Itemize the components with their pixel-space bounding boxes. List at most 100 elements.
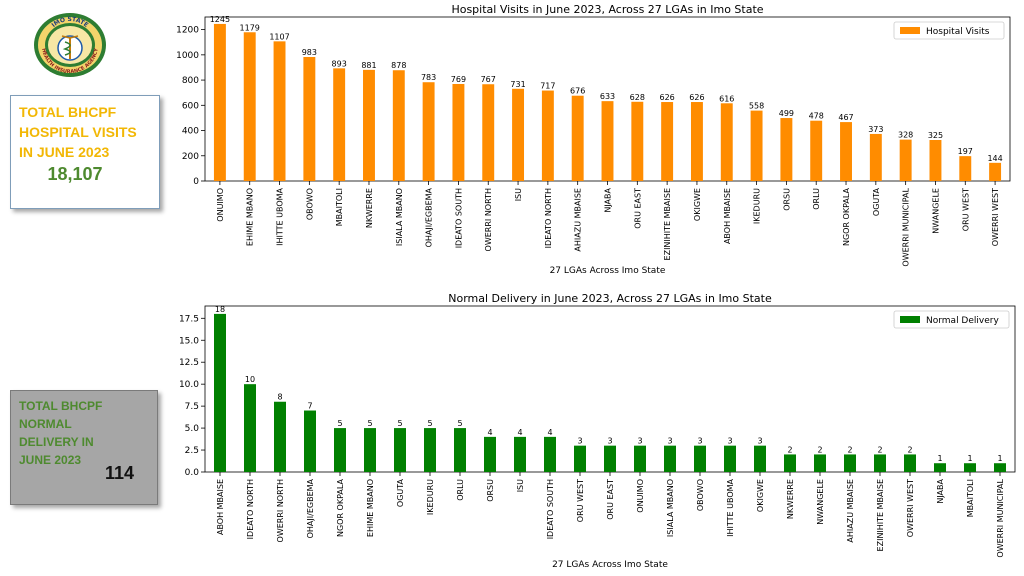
delivery-xtick-label: IDEATO SOUTH — [546, 479, 555, 539]
visits-xtick-label: OGUTA — [872, 187, 881, 216]
delivery-data-label: 5 — [397, 419, 402, 428]
visits-chart-title: Hospital Visits in June 2023, Across 27 … — [451, 3, 763, 16]
visits-data-label: 626 — [659, 93, 674, 102]
delivery-xtick-label: ORLU — [456, 479, 465, 501]
visits-xtick-label: OWERRI NORTH — [484, 188, 493, 251]
visits-data-label: 893 — [332, 59, 347, 68]
visits-bar — [661, 102, 674, 181]
delivery-xtick-label: ABOH MBAISE — [216, 479, 225, 535]
delivery-bar — [814, 454, 826, 472]
delivery-xtick-label: ISIALA MBANO — [666, 479, 675, 537]
visits-xtick-label: NJABA — [604, 187, 613, 212]
delivery-bar — [454, 428, 466, 472]
delivery-xtick-label: OHAJI/EGBEMA — [306, 478, 315, 538]
delivery-legend-label: Normal Delivery — [926, 316, 999, 326]
delivery-data-label: 4 — [547, 428, 552, 437]
visits-bar — [810, 120, 823, 181]
delivery-data-label: 1 — [967, 454, 972, 463]
visits-data-label: 1245 — [210, 15, 230, 24]
visits-bar — [571, 95, 584, 181]
total-hospital-visits-card: TOTAL BHCPF HOSPITAL VISITS IN JUNE 2023… — [10, 95, 160, 209]
delivery-data-label: 2 — [877, 445, 882, 454]
delivery-legend-swatch — [900, 316, 920, 323]
visits-bar — [363, 69, 375, 181]
visits-bar — [720, 103, 733, 181]
delivery-bar — [334, 428, 346, 472]
visits-xtick-label: AHIAZU MBAISE — [574, 188, 583, 252]
visits-data-label: 558 — [749, 102, 764, 111]
delivery-data-label: 10 — [245, 375, 255, 384]
delivery-xtick-label: NJABA — [936, 478, 945, 503]
visits-xtick-label: OWERRI WEST — [991, 188, 1000, 246]
visits-xtick-label: ONUIMO — [216, 188, 225, 222]
delivery-xtick-label: NKWERRE — [786, 479, 795, 519]
visits-bar — [959, 156, 972, 181]
delivery-data-label: 3 — [697, 437, 702, 446]
visits-data-label: 767 — [481, 75, 496, 84]
visits-legend-label: Hospital Visits — [926, 27, 990, 37]
visits-bar — [482, 84, 495, 181]
visits-data-label: 499 — [779, 109, 794, 118]
visits-xtick-label: OHAJI/EGBEMA — [425, 187, 434, 247]
visits-xtick-label: IKEDURU — [753, 188, 762, 224]
delivery-data-label: 3 — [607, 437, 612, 446]
delivery-xtick-label: MBAITOLI — [966, 479, 975, 517]
delivery-data-label: 8 — [277, 393, 282, 402]
total-hospital-visits-value: 18,107 — [47, 164, 103, 184]
delivery-bar — [604, 445, 616, 472]
delivery-bar — [634, 445, 646, 472]
visits-xtick-label: NKWERRE — [365, 188, 374, 228]
delivery-ytick-label: 7.5 — [185, 402, 199, 412]
visits-bar — [303, 56, 316, 181]
delivery-data-label: 4 — [517, 428, 522, 437]
delivery-data-label: 7 — [307, 402, 312, 411]
delivery-data-label: 3 — [577, 437, 582, 446]
delivery-legend — [893, 310, 1010, 329]
delivery-xtick-label: AHIAZU MBAISE — [846, 479, 855, 543]
visits-bar — [392, 70, 405, 181]
visits-data-label: 626 — [689, 93, 704, 102]
delivery-bar — [754, 445, 766, 472]
delivery-bar — [664, 445, 676, 472]
delivery-ytick-label: 10.0 — [179, 380, 199, 390]
visits-data-label: 328 — [898, 131, 913, 140]
delivery-ytick-label: 17.5 — [179, 314, 199, 324]
visits-bar — [512, 88, 525, 181]
visits-xtick-label: OBOWO — [305, 188, 314, 220]
delivery-bar — [424, 428, 436, 472]
delivery-bar — [514, 436, 526, 472]
delivery-bar — [694, 445, 706, 472]
delivery-xtick-label: EHIME MBANO — [366, 479, 375, 537]
visits-bar — [422, 82, 435, 181]
visits-data-label: 881 — [361, 61, 376, 70]
visits-xtick-label: ORU EAST — [633, 188, 642, 229]
total-normal-delivery-card: TOTAL BHCPF NORMAL DELIVERY IN JUNE 2023… — [10, 390, 158, 505]
delivery-data-label: 3 — [757, 437, 762, 446]
visits-bar — [989, 162, 1002, 181]
visits-data-label: 478 — [809, 112, 824, 121]
visits-data-label: 717 — [540, 82, 555, 91]
delivery-bar — [994, 463, 1006, 472]
visits-legend-swatch — [900, 27, 920, 34]
visits-ytick-label: 400 — [182, 127, 199, 137]
visits-bar — [750, 110, 763, 181]
visits-xtick-label: EHIME MBANO — [246, 188, 255, 246]
visits-bar — [929, 140, 942, 181]
visits-data-label: 676 — [570, 87, 585, 96]
visits-bar — [243, 32, 256, 181]
delivery-ytick-label: 15.0 — [179, 336, 199, 346]
delivery-xtick-label: ORU WEST — [576, 479, 585, 522]
delivery-data-label: 5 — [367, 419, 372, 428]
imo-health-insurance-logo: IMO STATE HEALTH INSURANCE AGENCY — [34, 13, 106, 77]
visits-xtick-label: NWANGELE — [931, 188, 940, 234]
delivery-xtick-label: OWERRI WEST — [906, 479, 915, 537]
visits-bar — [899, 139, 912, 181]
delivery-xtick-label: OKIGWE — [756, 479, 765, 512]
delivery-xtick-label: IDEATO NORTH — [246, 479, 255, 539]
delivery-data-label: 5 — [337, 419, 342, 428]
visits-bar — [869, 133, 882, 181]
delivery-bar — [964, 463, 976, 472]
delivery-data-label: 2 — [907, 445, 912, 454]
delivery-xtick-label: NWANGELE — [816, 479, 825, 525]
